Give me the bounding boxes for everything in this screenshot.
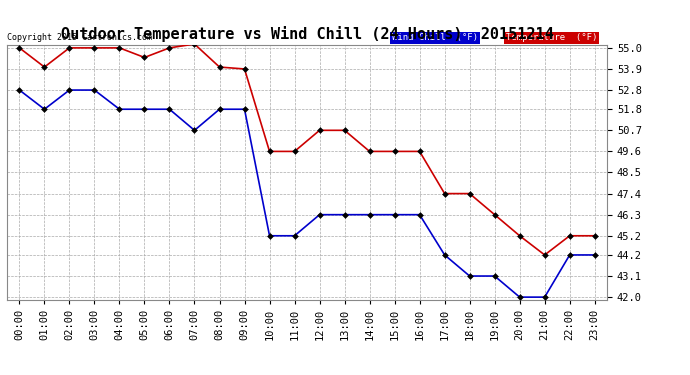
Text: Temperature  (°F): Temperature (°F) [506,33,597,42]
Text: Wind Chill  (°F): Wind Chill (°F) [392,33,478,42]
Text: Copyright 2015 Cartronics.com: Copyright 2015 Cartronics.com [7,33,152,42]
Title: Outdoor Temperature vs Wind Chill (24 Hours)  20151214: Outdoor Temperature vs Wind Chill (24 Ho… [61,27,553,42]
